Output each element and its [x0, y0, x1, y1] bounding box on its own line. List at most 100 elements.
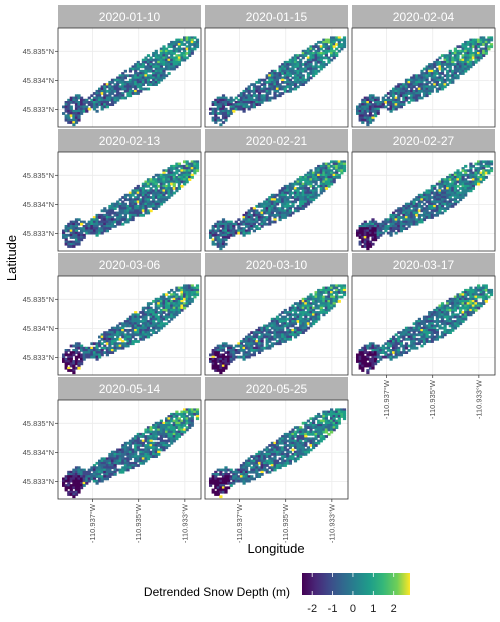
raster-cell [363, 101, 367, 104]
raster-cell [304, 324, 308, 328]
raster-cell [214, 360, 218, 363]
raster-cell [108, 342, 112, 346]
raster-cell [131, 74, 135, 78]
raster-cell [177, 184, 181, 188]
raster-cell [64, 118, 68, 122]
raster-cell [108, 94, 112, 98]
raster-cell [121, 205, 125, 208]
raster-cell [312, 69, 316, 73]
raster-cell [420, 329, 424, 332]
raster-cell [324, 45, 328, 49]
raster-cell [185, 176, 189, 179]
raster-cell [105, 351, 109, 354]
raster-cell [324, 167, 328, 170]
raster-cell [386, 344, 391, 348]
raster-cell [304, 320, 308, 323]
raster-cell [410, 76, 414, 80]
raster-cell [389, 233, 393, 237]
raster-cell [435, 81, 439, 84]
raster-cell [422, 207, 427, 210]
raster-cell [177, 304, 181, 308]
raster-cell [440, 182, 445, 186]
raster-cell [281, 202, 285, 206]
raster-cell [384, 342, 388, 346]
raster-cell [116, 331, 120, 334]
raster-cell [188, 169, 192, 173]
raster-cell [85, 353, 89, 357]
raster-cell [275, 89, 280, 93]
raster-cell [304, 302, 308, 305]
raster-cell [139, 187, 143, 190]
raster-cell [136, 313, 140, 317]
raster-cell [154, 331, 158, 334]
raster-cell [144, 198, 148, 202]
raster-cell [134, 76, 138, 80]
raster-cell [80, 349, 84, 352]
raster-cell [314, 167, 318, 170]
raster-cell [469, 311, 473, 314]
raster-cell [469, 164, 473, 168]
raster-cell [72, 364, 76, 368]
raster-cell [183, 415, 187, 418]
raster-cell [162, 198, 166, 202]
raster-cell [126, 198, 130, 202]
raster-cell [304, 173, 308, 177]
raster-cell [322, 65, 326, 69]
raster-cell [453, 302, 457, 305]
raster-cell [242, 353, 246, 357]
raster-cell [165, 169, 169, 173]
raster-cell [113, 331, 117, 334]
raster-cell [113, 83, 117, 86]
raster-cell [72, 240, 76, 244]
raster-cell [435, 306, 439, 310]
raster-cell [144, 306, 148, 310]
raster-cell [433, 205, 437, 208]
raster-cell [451, 60, 455, 64]
panel-border [204, 27, 349, 128]
raster-cell [435, 209, 439, 213]
raster-cell [379, 225, 383, 228]
raster-cell [154, 56, 158, 60]
raster-cell [471, 297, 475, 301]
raster-cell [422, 198, 427, 202]
raster-cell [175, 412, 179, 416]
raster-cell [180, 54, 184, 57]
raster-cell [165, 60, 169, 64]
raster-cell [304, 176, 308, 179]
raster-cell [477, 302, 481, 305]
raster-cell [428, 67, 432, 71]
raster-cell [275, 81, 280, 84]
raster-cell [134, 311, 138, 314]
raster-cell [451, 329, 455, 332]
raster-cell [376, 353, 380, 357]
raster-cell [451, 52, 455, 55]
raster-cell [330, 288, 334, 292]
raster-cell [368, 353, 373, 357]
raster-cell [314, 45, 318, 49]
raster-cell [232, 229, 236, 233]
raster-cell [293, 87, 298, 91]
raster-cell [136, 92, 140, 95]
raster-cell [291, 87, 295, 91]
raster-cell [141, 313, 145, 317]
raster-cell [110, 103, 115, 106]
raster-cell [358, 236, 362, 239]
raster-cell [116, 89, 120, 93]
raster-cell [456, 69, 460, 73]
raster-cell [451, 78, 455, 82]
raster-cell [430, 87, 434, 91]
raster-cell [404, 87, 409, 91]
raster-cell [123, 322, 127, 326]
raster-cell [366, 225, 370, 228]
raster-cell [443, 198, 447, 202]
raster-cell [128, 340, 133, 343]
raster-cell [474, 288, 478, 292]
raster-cell [72, 344, 76, 348]
raster-cell [211, 240, 215, 244]
raster-cell [293, 196, 298, 199]
raster-cell [113, 202, 117, 206]
raster-cell [288, 187, 292, 190]
raster-cell [252, 220, 256, 224]
raster-cell [90, 218, 94, 222]
raster-cell [159, 67, 163, 71]
